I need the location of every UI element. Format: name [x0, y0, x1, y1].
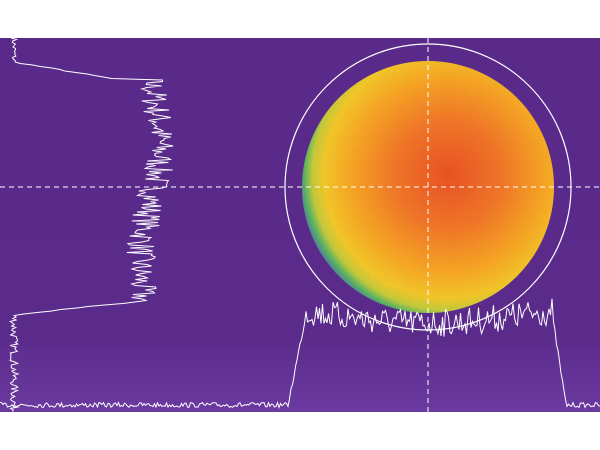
- horizontal-profile: [0, 298, 600, 410]
- vertical-profile: [9, 37, 174, 412]
